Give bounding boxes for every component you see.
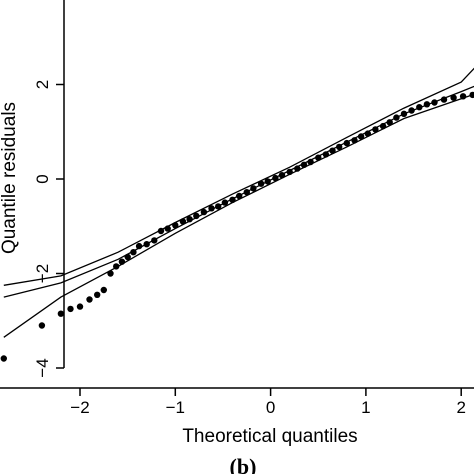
data-point <box>208 205 215 212</box>
x-tick-label: 2 <box>456 398 465 417</box>
data-point <box>408 107 415 114</box>
data-point <box>135 242 143 250</box>
envelope-upper-line <box>3 67 474 286</box>
data-point <box>94 291 101 298</box>
data-point <box>286 168 293 176</box>
data-point <box>107 270 114 277</box>
data-point <box>57 310 65 317</box>
data-point <box>300 161 308 168</box>
data-point <box>157 227 165 235</box>
y-axis-title: Quantile residuals <box>0 102 20 254</box>
x-tick-label: 1 <box>361 398 370 417</box>
data-point <box>0 355 7 362</box>
x-axis-title: Theoretical quantiles <box>182 426 357 447</box>
data-point <box>264 178 271 185</box>
data-point <box>100 286 108 294</box>
x-tick-label: 0 <box>266 398 275 417</box>
data-point <box>164 225 171 232</box>
y-tick-label: −4 <box>33 358 52 377</box>
data-point <box>38 322 46 329</box>
data-point <box>215 203 222 210</box>
data-point <box>315 154 322 161</box>
data-point <box>257 180 265 187</box>
data-point <box>124 253 131 261</box>
data-point <box>294 165 301 172</box>
data-point <box>143 241 150 248</box>
data-point <box>179 218 187 225</box>
data-point <box>459 93 467 100</box>
data-point <box>440 96 448 103</box>
x-axis-ticks: −3−2−10123 <box>70 388 466 417</box>
data-point <box>200 208 208 216</box>
data-point <box>151 237 158 244</box>
data-point <box>113 263 120 270</box>
data-point <box>386 119 393 126</box>
data-point <box>221 199 229 206</box>
data-points <box>0 91 474 362</box>
data-point <box>416 104 423 111</box>
y-tick-label: 2 <box>33 80 52 89</box>
panel-label: (b) <box>230 454 257 474</box>
data-point <box>393 114 400 121</box>
y-tick-label: 0 <box>33 174 52 183</box>
data-point <box>322 151 330 158</box>
data-point <box>186 216 193 223</box>
data-point <box>379 122 387 130</box>
data-point <box>400 110 408 118</box>
data-point <box>343 139 350 147</box>
data-point <box>272 174 279 182</box>
data-point <box>243 189 250 196</box>
data-point <box>364 130 371 137</box>
data-point <box>193 212 200 220</box>
data-point <box>372 126 379 133</box>
data-point <box>469 91 474 99</box>
data-point <box>278 172 286 179</box>
data-point <box>336 143 343 151</box>
x-tick-label: −2 <box>70 398 89 417</box>
data-point <box>329 147 336 154</box>
data-point <box>307 158 314 166</box>
data-point <box>351 137 358 144</box>
data-point <box>76 303 84 310</box>
x-tick-label: −1 <box>166 398 185 417</box>
data-point <box>130 249 137 256</box>
data-point <box>172 222 179 229</box>
data-point <box>423 101 431 108</box>
data-point <box>250 185 257 192</box>
data-point <box>431 99 438 106</box>
data-point <box>450 94 457 101</box>
envelope-lower-line <box>3 93 474 338</box>
y-axis-ticks: −4 −2 0 2 <box>33 80 64 378</box>
data-point <box>118 258 126 265</box>
y-tick-label: −2 <box>33 264 52 283</box>
envelope-middle-line <box>3 85 474 298</box>
data-point <box>86 296 93 303</box>
data-point <box>229 196 236 203</box>
data-point <box>236 192 243 200</box>
data-point <box>67 305 74 313</box>
data-point <box>357 133 365 140</box>
simulation-envelopes <box>3 67 474 338</box>
